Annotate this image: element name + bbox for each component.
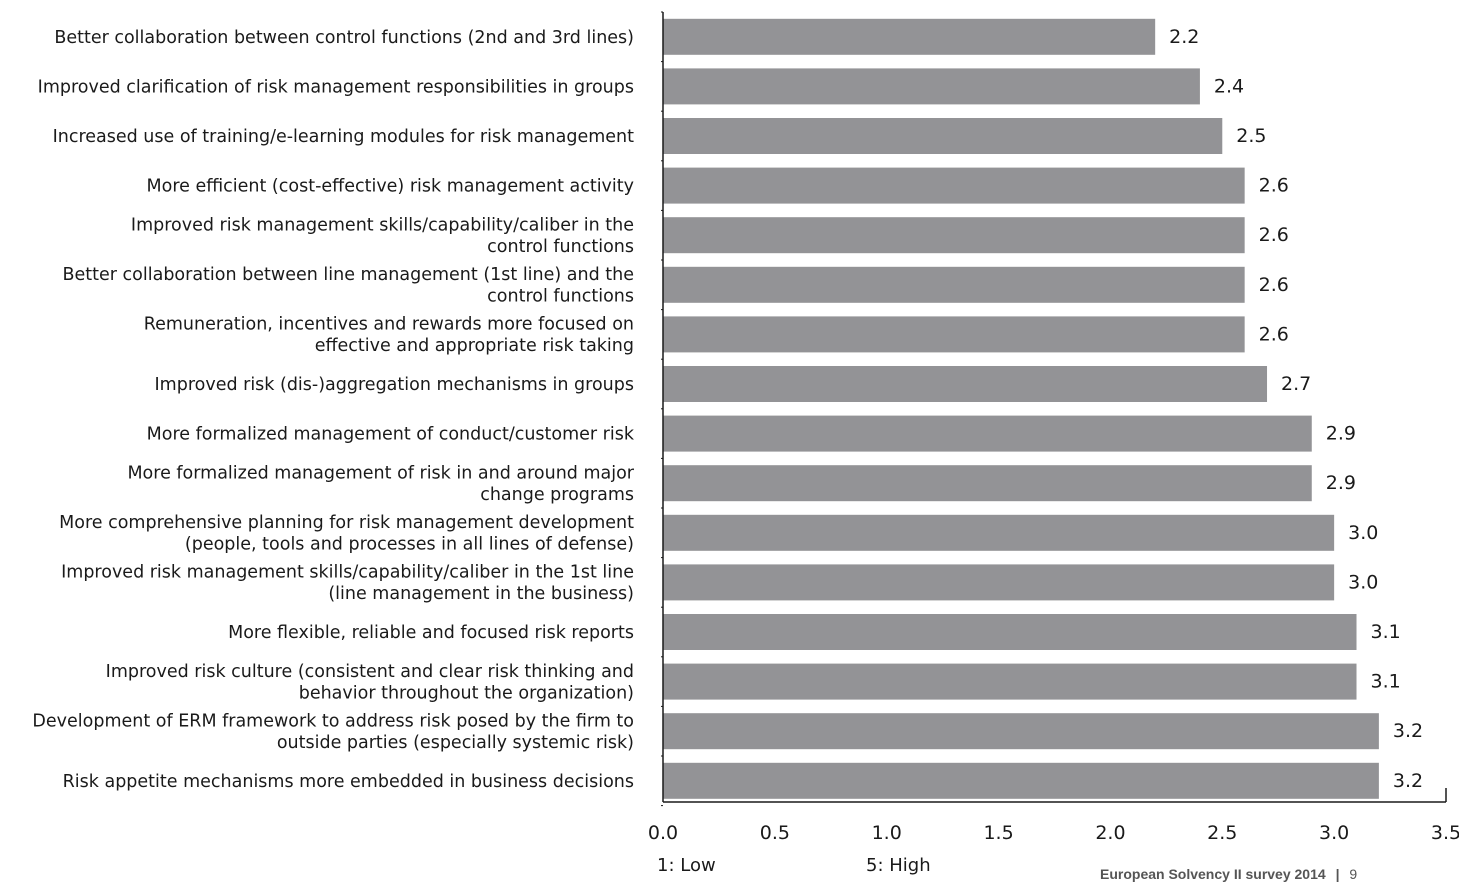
category-label: More formalized management of conduct/cu… (147, 425, 635, 445)
category-label: Improved clarification of risk managemen… (38, 77, 634, 97)
data-label: 2.6 (1259, 224, 1289, 246)
page-footer: European Solvency II survey 2014 | 9 (1100, 866, 1357, 882)
footer-page-number: 9 (1349, 866, 1358, 882)
bar (663, 118, 1223, 154)
bar (663, 167, 1245, 204)
footer-separator: | (1335, 866, 1340, 882)
data-label: 2.5 (1236, 125, 1266, 147)
x-tick-label: 3.0 (1319, 822, 1349, 844)
data-label: 2.9 (1326, 472, 1356, 494)
category-label: Better collaboration between control fun… (54, 28, 634, 48)
bar (663, 514, 1335, 551)
value-labels: 2.2 2.4 2.5 2.6 2.6 2.6 2.6 2.7 2.9 2.9 3.0 3.0 3.1 3… (1169, 26, 1423, 792)
scale-note-high: 5: High (866, 855, 931, 876)
bar (663, 713, 1379, 750)
bar (663, 18, 1156, 55)
bar (663, 415, 1312, 452)
category-label: Risk appetite mechanisms more embedded i… (63, 772, 634, 792)
x-tick-label: 1.5 (983, 822, 1013, 844)
data-label: 3.1 (1371, 621, 1401, 643)
category-label: Improved risk management skills/capabili… (61, 563, 634, 605)
category-label: More efficient (cost-effective) risk man… (147, 177, 634, 197)
category-label: Development of ERM framework to address … (32, 711, 634, 753)
x-tick-label: 0.5 (760, 822, 790, 844)
data-label: 2.4 (1214, 75, 1244, 97)
data-label: 2.9 (1326, 423, 1356, 445)
bar (663, 564, 1335, 601)
category-label: Improved risk management skills/capabili… (131, 215, 634, 257)
data-label: 2.2 (1169, 26, 1199, 48)
scale-note-low: 1: Low (657, 855, 716, 876)
category-label: Improved risk culture (consistent and cl… (106, 662, 634, 704)
bars-group (663, 18, 1379, 799)
bar (663, 663, 1357, 700)
category-labels: Better collaboration between control fun… (32, 28, 634, 792)
bar (663, 68, 1200, 105)
data-label: 3.2 (1393, 720, 1423, 742)
data-label: 2.6 (1259, 323, 1289, 345)
bar (663, 316, 1245, 353)
data-label: 3.2 (1393, 770, 1423, 792)
data-label: 3.0 (1348, 571, 1378, 593)
x-tick-label: 1.0 (872, 822, 902, 844)
bar (663, 366, 1268, 402)
data-label: 2.6 (1259, 175, 1289, 197)
category-label: Improved risk (dis-)aggregation mechanis… (155, 375, 635, 395)
bar (663, 762, 1379, 799)
category-label: Remuneration, incentives and rewards mor… (144, 315, 634, 357)
data-label: 3.1 (1371, 671, 1401, 693)
bar (663, 465, 1312, 502)
category-label: Better collaboration between line manage… (63, 265, 634, 307)
bar (663, 217, 1245, 254)
category-label: More flexible, reliable and focused risk… (228, 623, 634, 643)
x-tick-label: 2.0 (1095, 822, 1125, 844)
category-label: More comprehensive planning for risk man… (59, 513, 634, 555)
bar (663, 266, 1245, 303)
x-tick-label: 3.5 (1431, 822, 1459, 844)
bar (663, 614, 1357, 650)
category-label: Increased use of training/e-learning mod… (53, 127, 635, 147)
footer-source: European Solvency II survey 2014 (1100, 866, 1326, 882)
category-label: More formalized management of risk in an… (127, 463, 634, 505)
data-label: 2.6 (1259, 274, 1289, 296)
data-label: 2.7 (1281, 373, 1311, 395)
axes-group (661, 11, 1447, 807)
data-label: 3.0 (1348, 522, 1378, 544)
x-tick-label: 2.5 (1207, 822, 1237, 844)
x-tick-labels: 0.0 0.5 1.0 1.5 2.0 2.5 3.0 3.5 (648, 822, 1459, 844)
x-tick-label: 0.0 (648, 822, 678, 844)
